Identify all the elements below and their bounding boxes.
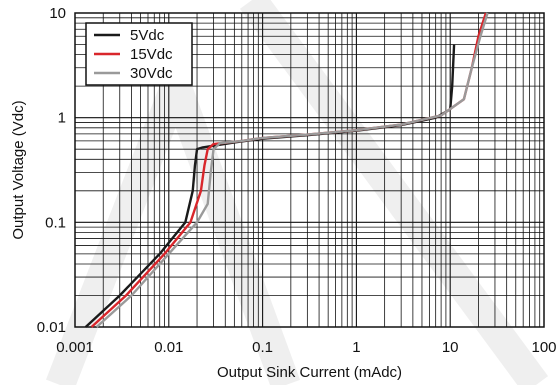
x-tick-label: 0.1 (252, 339, 273, 356)
x-tick-label: 0.01 (154, 339, 183, 356)
legend-label-2: 15Vdc (130, 46, 173, 63)
tick-labels: 0.001 0.01 0.1 1 10 100 0.01 0.1 1 10 (37, 5, 556, 356)
y-axis-title: Output Voltage (Vdc) (10, 100, 27, 239)
x-tick-label: 1 (352, 339, 360, 356)
legend-label-1: 5Vdc (130, 27, 165, 44)
y-tick-label: 10 (49, 5, 66, 22)
plot-frame (74, 12, 545, 328)
x-axis-title: Output Sink Current (mAdc) (217, 364, 402, 381)
legend-label-3: 30Vdc (130, 65, 173, 82)
series-layer (84, 12, 489, 328)
y-tick-label: 0.1 (45, 214, 66, 231)
x-tick-label: 100 (531, 339, 556, 356)
x-tick-label: 10 (442, 339, 459, 356)
series-line-3 (95, 12, 489, 328)
watermark-stroke-b (239, 0, 549, 385)
y-tick-label: 0.01 (37, 319, 66, 336)
legend: 5Vdc 15Vdc 30Vdc (85, 22, 193, 86)
y-tick-label: 1 (58, 110, 66, 127)
x-tick-label: 0.001 (56, 339, 94, 356)
